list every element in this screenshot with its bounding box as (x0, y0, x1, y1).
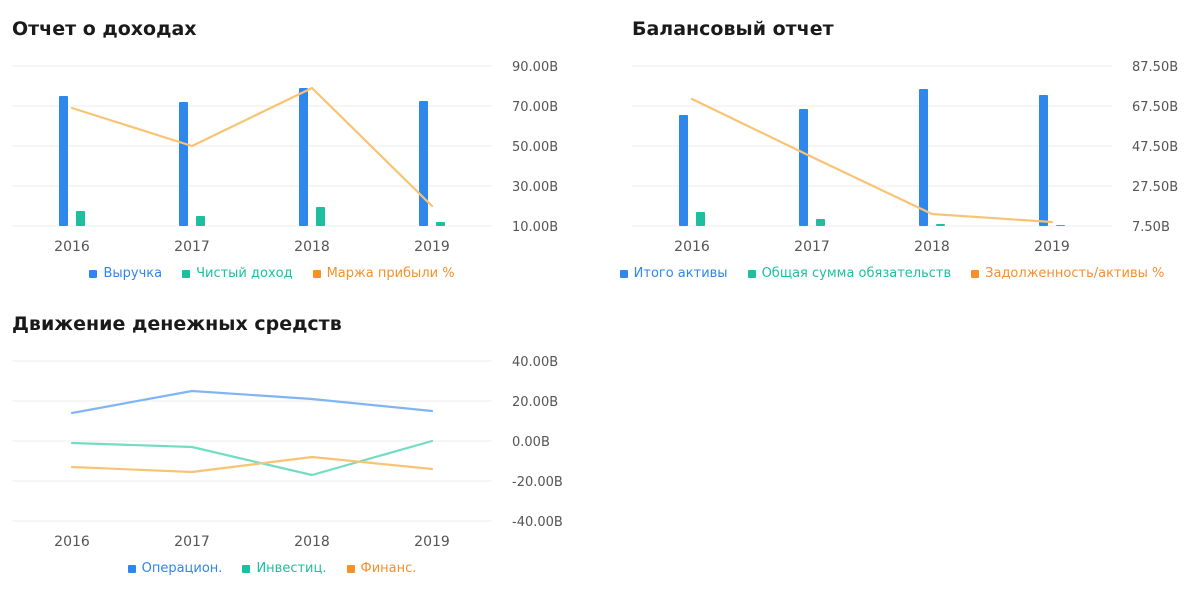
bar-primary[interactable] (59, 96, 68, 226)
bar-secondary[interactable] (436, 222, 445, 226)
legend-swatch-icon (89, 269, 98, 278)
bar-primary[interactable] (679, 115, 688, 226)
legend-item[interactable]: Задолженность/активы % (971, 266, 1164, 281)
bar-secondary[interactable] (696, 212, 705, 226)
x-tick-label: 2018 (914, 239, 950, 255)
bar-primary[interactable] (919, 89, 928, 226)
series-line-0[interactable] (690, 97, 1054, 224)
income-statement-legend: Выручка Чистый доход Маржа прибыли % (12, 266, 532, 281)
y-tick-label: 7.50B (1132, 220, 1170, 235)
series-line-1[interactable] (70, 439, 434, 477)
y-tick-label: 90.00B (512, 60, 558, 75)
x-tick-label: 2016 (54, 239, 90, 255)
x-tick-label: 2018 (294, 534, 330, 550)
x-tick-label: 2017 (794, 239, 830, 255)
legend-label: Выручка (103, 266, 163, 281)
x-tick-label: 2019 (1034, 239, 1070, 255)
legend-swatch-icon (127, 564, 136, 573)
cash-flow-title: Движение денежных средств (12, 313, 342, 335)
cash-flow-panel: Движение денежных средств 40.00B 20.00B 0.… (12, 313, 572, 603)
legend-swatch-icon (619, 269, 628, 278)
legend-item[interactable]: Выручка (89, 266, 162, 281)
series-line-2[interactable] (70, 455, 434, 474)
legend-label: Чистый доход (196, 266, 293, 281)
y-tick-label: 50.00B (512, 140, 558, 155)
y-tick-label: 0.00B (512, 435, 550, 450)
legend-item[interactable]: Маржа прибыли % (312, 266, 455, 281)
legend-label: Маржа прибыли % (326, 266, 455, 281)
legend-swatch-icon (346, 564, 355, 573)
bar-primary[interactable] (179, 102, 188, 226)
legend-item[interactable]: Чистый доход (182, 266, 293, 281)
legend-label: Инвестиц. (256, 561, 327, 576)
income-statement-panel: Отчет о доходах 90.00B 70.00B 50.00B 30.00B… (12, 18, 572, 308)
x-tick-label: 2016 (54, 534, 90, 550)
x-tick-label: 2019 (414, 534, 450, 550)
legend-item[interactable]: Итого активы (619, 266, 728, 281)
y-tick-label: 27.50B (1132, 180, 1178, 195)
x-tick-label: 2016 (674, 239, 710, 255)
legend-label: Итого активы (633, 266, 728, 281)
series-line-0[interactable] (70, 389, 434, 415)
x-tick-label: 2017 (174, 239, 210, 255)
x-tick-label: 2017 (174, 534, 210, 550)
legend-label: Общая сумма обязательств (761, 266, 952, 281)
y-tick-label: 87.50B (1132, 60, 1178, 75)
legend-item[interactable]: Финанс. (346, 561, 417, 576)
y-tick-label: -20.00B (512, 475, 563, 490)
legend-label: Операцион. (141, 561, 223, 576)
legend-label: Задолженность/активы % (985, 266, 1165, 281)
bar-secondary[interactable] (76, 211, 85, 226)
series-line-0[interactable] (70, 86, 434, 208)
income-statement-chart: 90.00B 70.00B 50.00B 30.00B 10.00B 2016 2017 20… (12, 60, 558, 255)
balance-sheet-legend: Итого активы Общая сумма обязательств Задо… (619, 266, 1164, 281)
legend-swatch-icon (747, 269, 756, 278)
y-tick-label: -40.00B (512, 515, 563, 530)
bar-primary[interactable] (299, 88, 308, 226)
x-tick-label: 2018 (294, 239, 330, 255)
y-tick-label: 70.00B (512, 100, 558, 115)
income-statement-title: Отчет о доходах (12, 18, 197, 40)
legend-item[interactable]: Операцион. (127, 561, 223, 576)
y-tick-label: 40.00B (512, 355, 558, 370)
y-tick-label: 67.50B (1132, 100, 1178, 115)
legend-item[interactable]: Общая сумма обязательств (747, 266, 952, 281)
bar-secondary[interactable] (936, 224, 945, 226)
bar-primary[interactable] (419, 101, 428, 226)
x-tick-label: 2019 (414, 239, 450, 255)
balance-sheet-chart: 87.50B 67.50B 47.50B 27.50B 7.50B 2016 2017 201… (632, 60, 1178, 255)
balance-sheet-title: Балансовый отчет (632, 18, 834, 40)
balance-sheet-panel: Балансовый отчет 87.50B 67.50B 47.50B 27.50… (619, 18, 1192, 308)
legend-swatch-icon (182, 269, 191, 278)
bar-secondary[interactable] (1056, 225, 1065, 226)
y-tick-label: 20.00B (512, 395, 558, 410)
bar-primary[interactable] (799, 109, 808, 226)
legend-item[interactable]: Инвестиц. (242, 561, 327, 576)
cash-flow-chart: 40.00B 20.00B 0.00B -20.00B -40.00B 2016 2017 2… (12, 355, 563, 550)
bar-secondary[interactable] (196, 216, 205, 226)
legend-swatch-icon (242, 564, 251, 573)
cash-flow-legend: Операцион. Инвестиц. Финанс. (12, 561, 532, 576)
y-tick-label: 47.50B (1132, 140, 1178, 155)
legend-swatch-icon (971, 269, 980, 278)
y-tick-label: 10.00B (512, 220, 558, 235)
bar-secondary[interactable] (816, 219, 825, 226)
legend-label: Финанс. (360, 561, 417, 576)
y-tick-label: 30.00B (512, 180, 558, 195)
bar-secondary[interactable] (316, 207, 325, 226)
bar-primary[interactable] (1039, 95, 1048, 226)
legend-swatch-icon (312, 269, 321, 278)
